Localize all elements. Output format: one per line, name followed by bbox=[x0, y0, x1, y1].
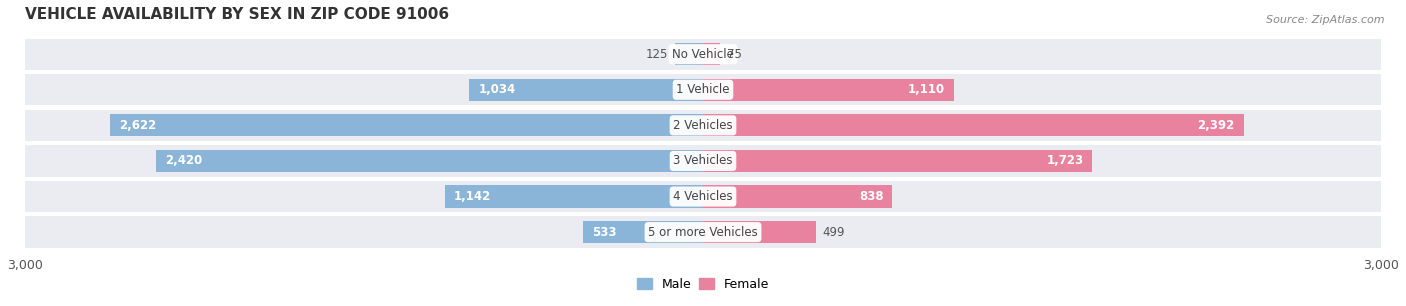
Text: 5 or more Vehicles: 5 or more Vehicles bbox=[648, 226, 758, 239]
Text: No Vehicle: No Vehicle bbox=[672, 48, 734, 61]
Bar bbox=[703, 114, 1244, 136]
Text: 4 Vehicles: 4 Vehicles bbox=[673, 190, 733, 203]
Text: 2,420: 2,420 bbox=[165, 155, 202, 167]
Text: 838: 838 bbox=[859, 190, 883, 203]
Bar bbox=[25, 181, 1381, 212]
Text: 125: 125 bbox=[645, 48, 668, 61]
Text: 1 Vehicle: 1 Vehicle bbox=[676, 83, 730, 96]
Bar bbox=[582, 221, 703, 243]
Bar bbox=[25, 216, 1381, 248]
Text: 2 Vehicles: 2 Vehicles bbox=[673, 119, 733, 132]
Legend: Male, Female: Male, Female bbox=[631, 273, 775, 296]
Bar bbox=[675, 43, 703, 65]
Bar bbox=[25, 145, 1381, 177]
Text: 1,110: 1,110 bbox=[908, 83, 945, 96]
Bar bbox=[110, 114, 703, 136]
Text: 3 Vehicles: 3 Vehicles bbox=[673, 155, 733, 167]
Text: 2,392: 2,392 bbox=[1198, 119, 1234, 132]
Text: 1,034: 1,034 bbox=[478, 83, 516, 96]
Bar bbox=[470, 79, 703, 101]
Bar bbox=[703, 79, 953, 101]
Bar bbox=[703, 43, 720, 65]
Bar bbox=[703, 221, 815, 243]
Text: 1,142: 1,142 bbox=[454, 190, 491, 203]
Bar bbox=[703, 185, 893, 207]
Bar bbox=[703, 150, 1092, 172]
Text: Source: ZipAtlas.com: Source: ZipAtlas.com bbox=[1267, 15, 1385, 25]
Text: VEHICLE AVAILABILITY BY SEX IN ZIP CODE 91006: VEHICLE AVAILABILITY BY SEX IN ZIP CODE … bbox=[25, 7, 449, 22]
Bar bbox=[25, 110, 1381, 141]
Text: 533: 533 bbox=[592, 226, 616, 239]
Bar bbox=[156, 150, 703, 172]
Text: 2,622: 2,622 bbox=[120, 119, 156, 132]
Text: 1,723: 1,723 bbox=[1046, 155, 1084, 167]
Text: 75: 75 bbox=[727, 48, 741, 61]
Bar bbox=[444, 185, 703, 207]
Bar bbox=[25, 39, 1381, 70]
Text: 499: 499 bbox=[823, 226, 845, 239]
Bar bbox=[25, 74, 1381, 106]
